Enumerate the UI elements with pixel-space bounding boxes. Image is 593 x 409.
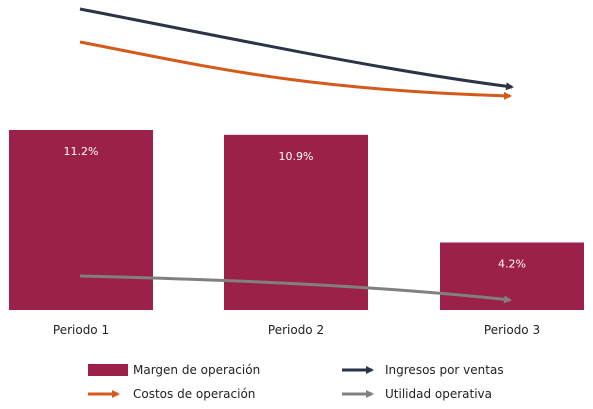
bar-1 [9,130,153,310]
x-tick-label-3: Periodo 3 [484,323,540,337]
x-tick-label-2: Periodo 2 [268,323,324,337]
legend-label-utilidad: Utilidad operativa [385,387,492,401]
legend-label-ingresos: Ingresos por ventas [385,363,504,377]
bar-labels-group: 11.2% 10.9% 4.2% [64,145,526,271]
costos-trend-line [79,40,512,100]
utilidad-trend-line [79,274,512,304]
ingresos-trend-line [79,7,514,91]
x-axis-ticks: Periodo 1 Periodo 2 Periodo 3 [53,323,540,337]
bar-value-label-1: 11.2% [64,145,99,158]
legend-label-margen: Margen de operación [133,363,260,377]
bar-value-label-2: 10.9% [279,150,314,163]
bar-value-label-3: 4.2% [498,258,526,271]
legend-label-costos: Costos de operación [133,387,255,401]
legend-swatch-margen [88,364,128,376]
legend: Margen de operación Costos de operación … [88,363,504,401]
bars-group [9,130,584,310]
x-tick-label-1: Periodo 1 [53,323,109,337]
bar-3 [440,242,584,310]
